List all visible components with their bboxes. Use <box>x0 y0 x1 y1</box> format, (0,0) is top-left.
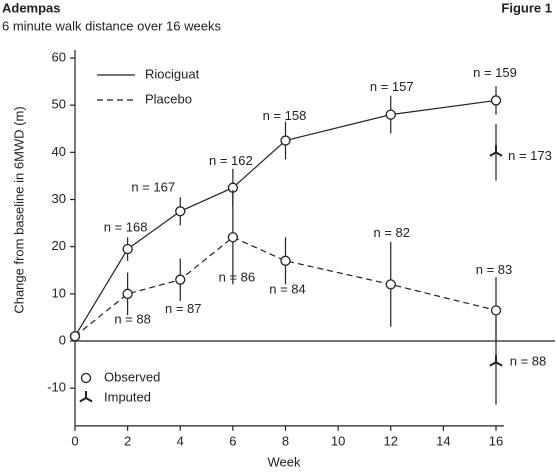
observed-point <box>122 288 133 299</box>
n-label: n = 87 <box>165 301 202 316</box>
n-label: n = 83 <box>476 262 513 277</box>
x-tick-label: 14 <box>436 433 450 448</box>
chart-title: Adempas <box>2 0 61 15</box>
n-label: n = 159 <box>473 65 517 80</box>
n-label: n = 173 <box>508 148 552 163</box>
y-tick-label: 60 <box>52 49 66 64</box>
legend-observed-marker <box>80 372 92 384</box>
n-label: n = 168 <box>104 219 148 234</box>
star-stroke <box>495 151 503 157</box>
star-stroke <box>495 361 503 367</box>
observed-point <box>280 135 291 146</box>
star-stroke <box>489 151 497 157</box>
x-tick-label: 12 <box>384 433 398 448</box>
y-tick-label: 50 <box>52 97 66 112</box>
n-label: n = 88 <box>114 311 151 326</box>
chart-subtitle: 6 minute walk distance over 16 weeks <box>2 18 221 33</box>
n-label: n = 82 <box>373 225 410 240</box>
x-tick-label: 10 <box>331 433 345 448</box>
star-stroke <box>79 397 87 403</box>
figure-label: Figure 1 <box>501 0 552 15</box>
observed-point <box>175 206 186 217</box>
y-tick-label: 20 <box>52 238 66 253</box>
n-label: n = 84 <box>269 281 306 296</box>
x-tick-label: 0 <box>71 433 78 448</box>
observed-point <box>490 95 502 106</box>
x-tick-label: 8 <box>282 433 289 448</box>
n-label: n = 88 <box>510 354 547 369</box>
observed-point <box>490 305 502 316</box>
imputed-point <box>489 355 503 367</box>
x-tick-label: 6 <box>229 433 236 448</box>
n-label: n = 158 <box>263 108 307 123</box>
legend-label: Riociguat <box>145 66 200 81</box>
x-tick-label: 16 <box>489 433 503 448</box>
y-tick-label: 10 <box>52 285 66 300</box>
legend-label: Imputed <box>104 389 151 404</box>
y-tick-label: 0 <box>59 332 66 347</box>
y-tick-label: 30 <box>52 191 66 206</box>
observed-point <box>280 255 291 266</box>
observed-point <box>385 279 396 290</box>
x-tick-label: 4 <box>177 433 184 448</box>
legend-imputed-marker <box>79 391 93 403</box>
legend-label: Placebo <box>145 91 192 106</box>
imputed-point <box>489 145 503 157</box>
n-label: n = 86 <box>219 270 256 285</box>
n-label: n = 167 <box>131 180 175 195</box>
star-stroke <box>85 397 93 403</box>
observed-point <box>385 109 396 120</box>
n-label: n = 157 <box>370 79 414 94</box>
observed-point <box>227 232 239 243</box>
y-tick-label: 40 <box>52 144 66 159</box>
observed-point <box>122 243 133 255</box>
y-tick-label: -10 <box>47 380 66 395</box>
x-tick-label: 2 <box>124 433 131 448</box>
observed-point <box>69 331 81 342</box>
legend-label: Observed <box>104 369 160 384</box>
observed-point <box>175 274 186 285</box>
x-axis-label: Week <box>268 454 301 469</box>
y-axis-label: Change from baseline in 6MWD (m) <box>11 106 26 313</box>
n-label: n = 162 <box>209 153 253 168</box>
star-stroke <box>489 361 497 367</box>
